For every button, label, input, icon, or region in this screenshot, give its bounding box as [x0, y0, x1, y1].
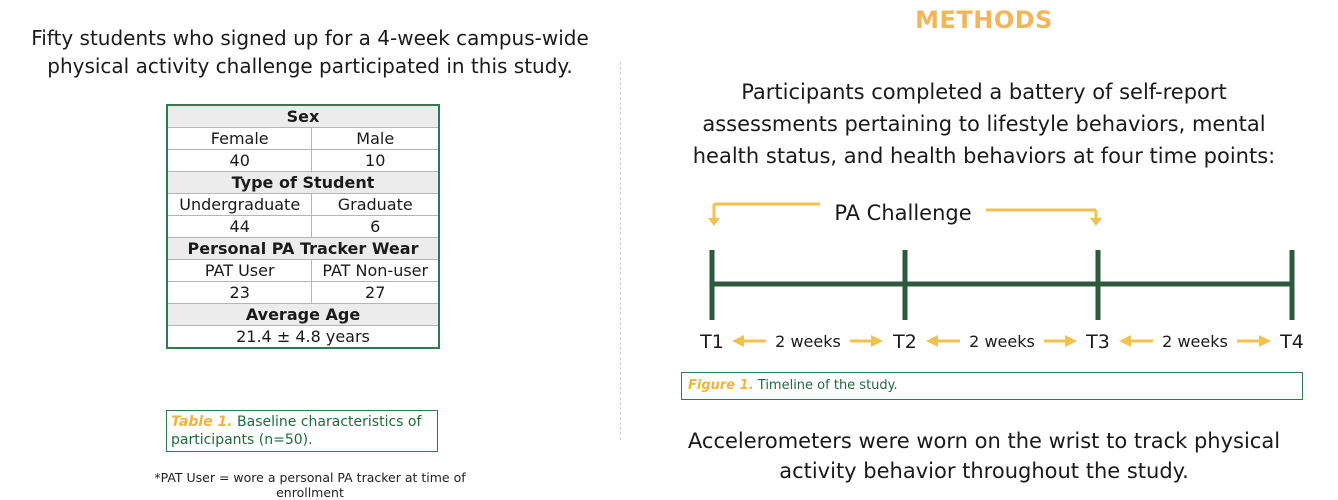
tracker-header: Personal PA Tracker Wear [166, 237, 440, 260]
undergrad-label: Undergraduate [166, 193, 313, 216]
bracket-left-arrow-icon [708, 218, 720, 226]
methods-heading: METHODS [915, 6, 1053, 34]
pa-challenge-bracket: PA Challenge [708, 201, 1102, 226]
time-point-t4: T4 [1279, 331, 1304, 353]
accelerometer-text: Accelerometers were worn on the wrist to… [630, 426, 1338, 486]
intro-text: Fifty students who signed up for a 4-wee… [0, 24, 620, 80]
age-header: Average Age [166, 303, 440, 326]
methods-description: Participants completed a battery of self… [630, 76, 1338, 172]
interval-3-left-arrow-icon [1119, 335, 1131, 347]
pat-nonuser-value: 27 [311, 281, 440, 304]
age-value: 21.4 ± 4.8 years [166, 325, 440, 349]
interval-1-right-arrow-icon [871, 335, 883, 347]
pat-user-label: PAT User [166, 259, 313, 282]
female-label: Female [166, 127, 313, 150]
sex-header: Sex [166, 104, 440, 128]
desc-line-1: Participants completed a battery of self… [741, 80, 1227, 104]
graduate-label: Graduate [311, 193, 440, 216]
time-point-t2: T2 [892, 331, 917, 353]
accel-line-1: Accelerometers were worn on the wrist to… [687, 429, 1281, 453]
time-point-t3: T3 [1085, 331, 1110, 353]
female-value: 40 [166, 149, 313, 172]
figure-caption: Figure 1. Timeline of the study. [681, 372, 1303, 400]
interval-label-2: 2 weeks [969, 332, 1035, 351]
figure-caption-label: Figure 1. [688, 378, 754, 393]
baseline-table: Sex Female Male 40 10 Type of Student Un… [166, 104, 440, 349]
column-divider [620, 62, 621, 440]
time-point-t1: T1 [699, 331, 724, 353]
graduate-value: 6 [311, 215, 440, 238]
interval-2-left-arrow-icon [926, 335, 938, 347]
figure-caption-text: Timeline of the study. [753, 378, 898, 393]
undergrad-value: 44 [166, 215, 313, 238]
interval-2-right-arrow-icon [1065, 335, 1077, 347]
male-value: 10 [311, 149, 440, 172]
interval-3-right-arrow-icon [1259, 335, 1271, 347]
desc-line-3: health status, and health behaviors at f… [692, 144, 1276, 168]
table-caption-text: Baseline characteristics of participants… [171, 414, 422, 448]
table-caption-label: Table 1. [171, 414, 233, 430]
pat-user-value: 23 [166, 281, 313, 304]
bracket-right-arrow-icon [1090, 218, 1102, 226]
desc-line-2: assessments pertaining to lifestyle beha… [702, 112, 1266, 136]
interval-1-left-arrow-icon [732, 335, 744, 347]
table-caption: Table 1. Baseline characteristics of par… [166, 410, 438, 452]
interval-label-3: 2 weeks [1162, 332, 1228, 351]
interval-label-1: 2 weeks [775, 332, 841, 351]
accel-line-2: activity behavior throughout the study. [779, 459, 1189, 483]
intro-line-2: physical activity challenge participated… [47, 54, 573, 78]
pat-nonuser-label: PAT Non-user [311, 259, 440, 282]
timeline-diagram: PA Challenge T1 T2 T3 T4 2 weeks 2 weeks… [699, 201, 1304, 353]
intro-line-1: Fifty students who signed up for a 4-wee… [31, 26, 589, 50]
footnote: *PAT User = wore a personal PA tracker a… [154, 470, 466, 500]
pa-challenge-label: PA Challenge [834, 201, 971, 225]
student-type-header: Type of Student [166, 171, 440, 194]
male-label: Male [311, 127, 440, 150]
